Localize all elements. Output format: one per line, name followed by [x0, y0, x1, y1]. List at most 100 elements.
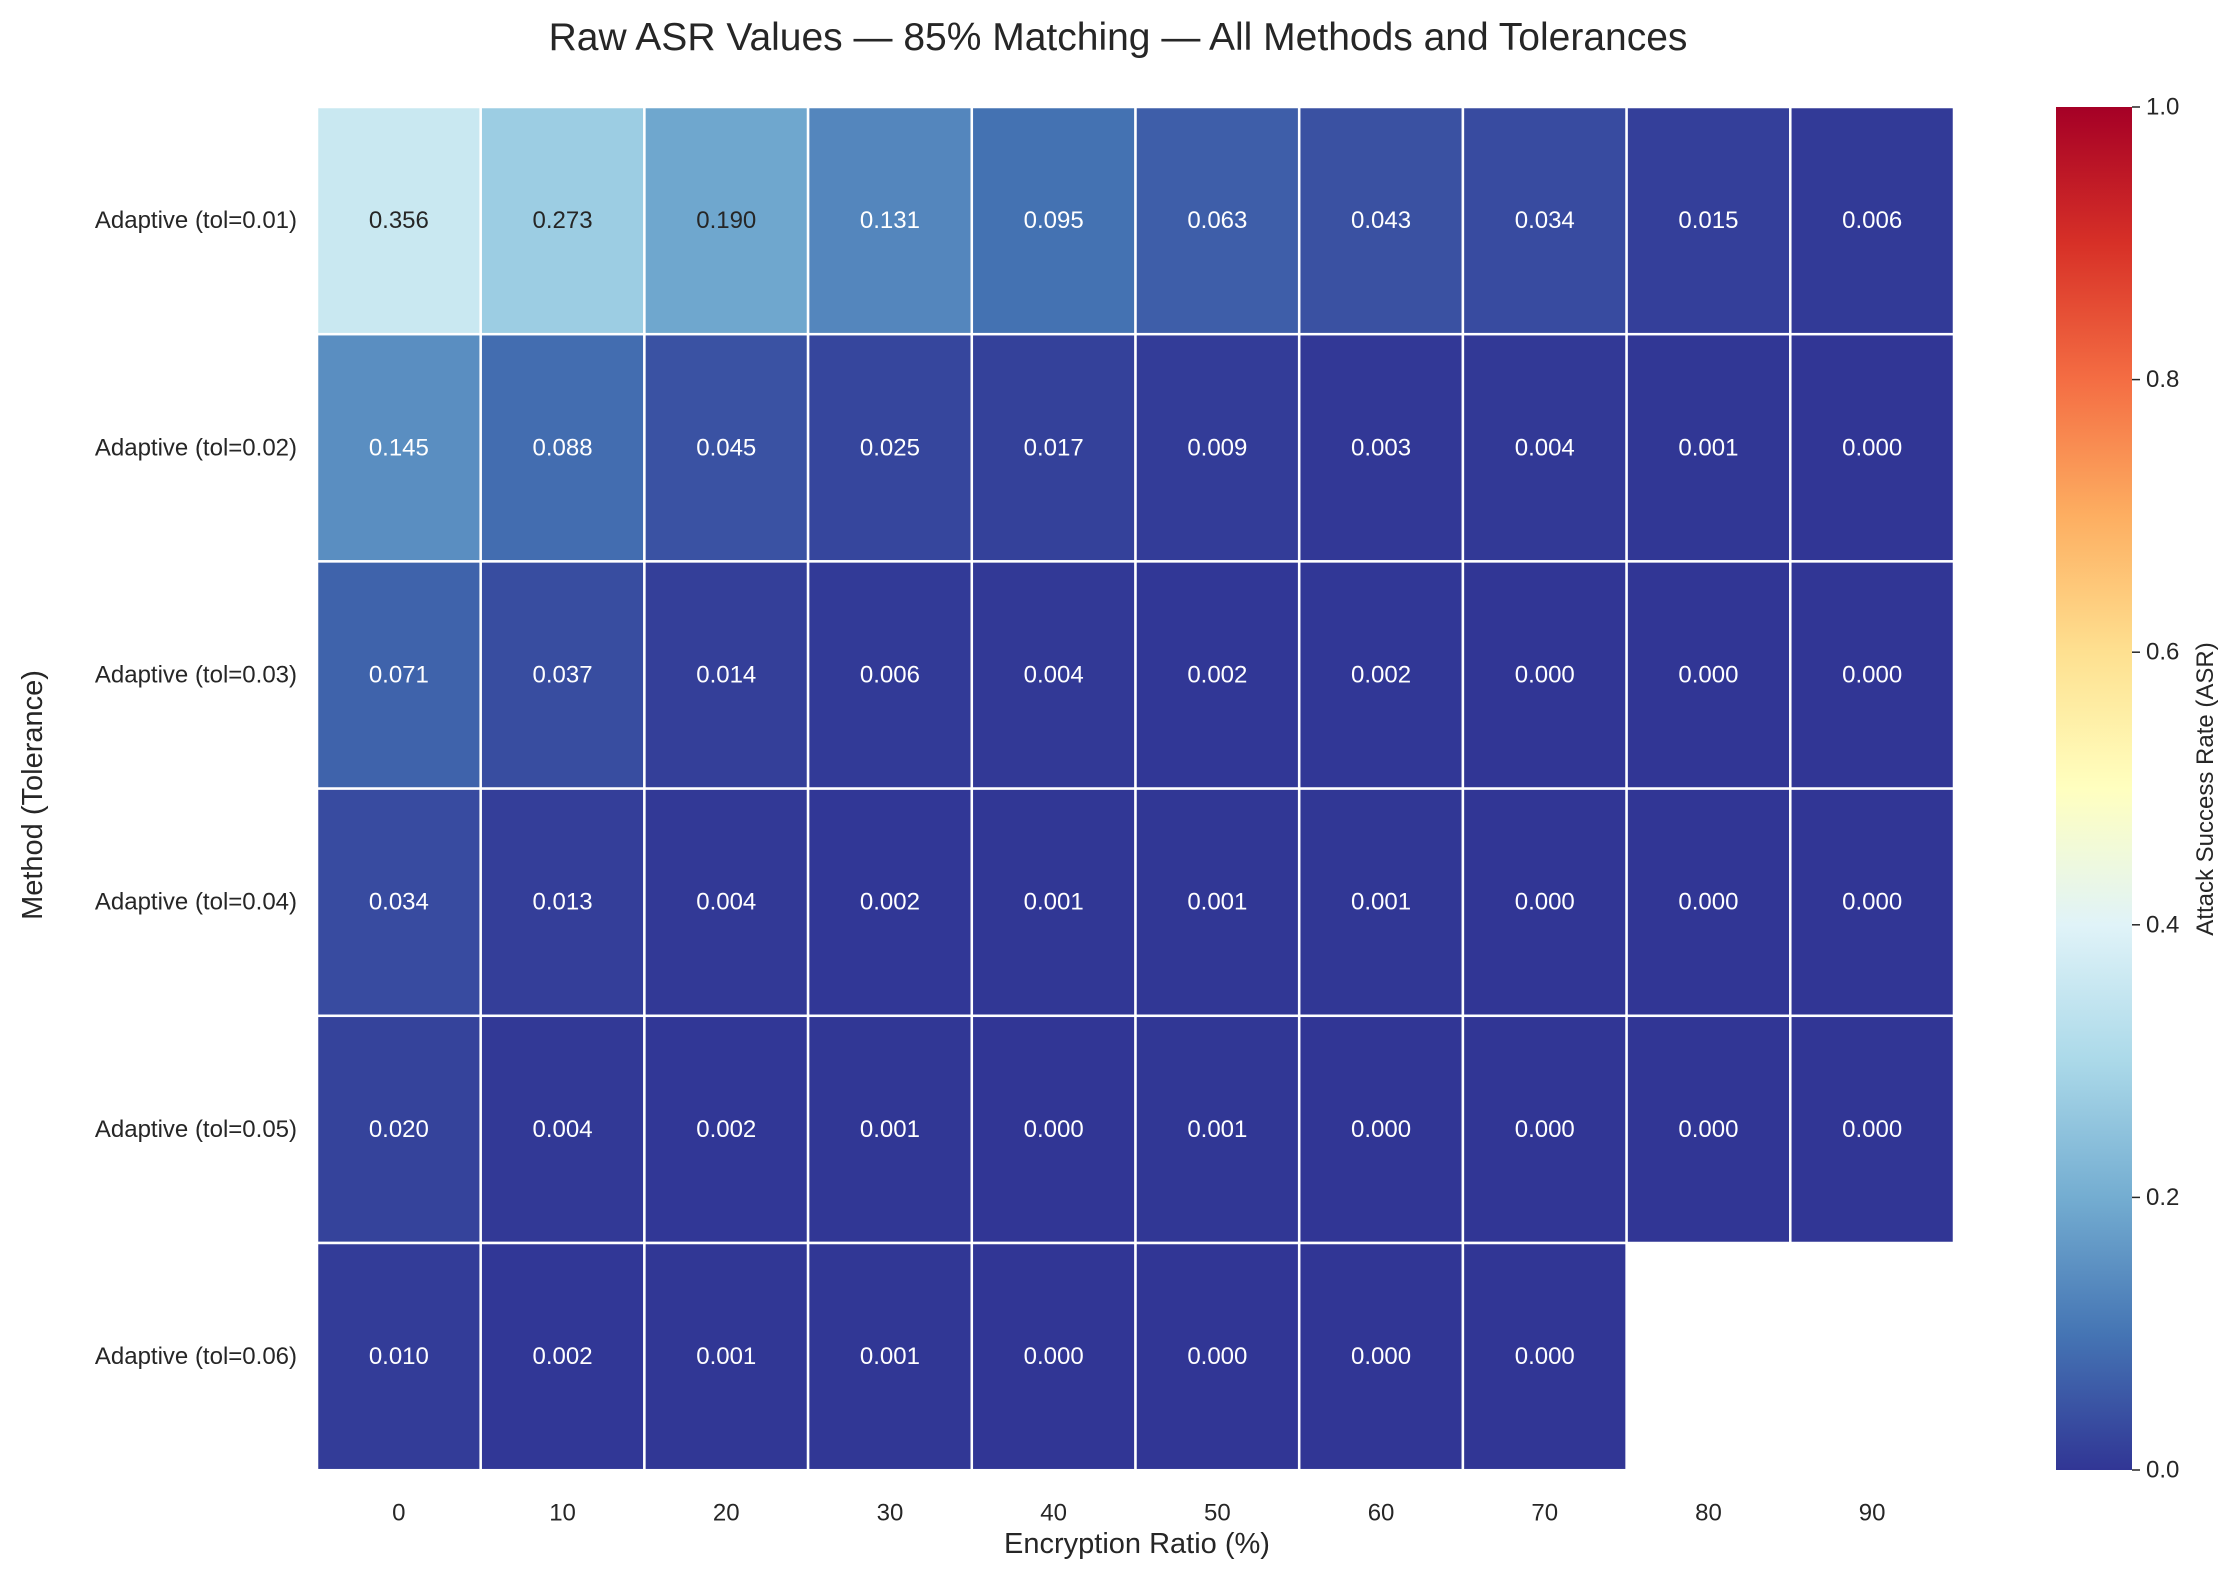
cell-value-label: 0.006 [860, 662, 920, 689]
heatmap-cell [1134, 1014, 1301, 1245]
heatmap-cell [806, 105, 974, 336]
cell-value-label: 0.000 [1678, 1116, 1738, 1143]
colorbar: 0.0 0.2 0.4 0.6 0.8 1.0 Attack Success Rate (… [2056, 94, 2219, 1484]
heatmap-cell [970, 105, 1137, 336]
x-tick-label: 0 [392, 1500, 405, 1527]
cell-value-label: 0.002 [1351, 662, 1411, 689]
heatmap-cell [643, 1014, 810, 1245]
heatmap-cell [1625, 560, 1792, 790]
x-tick-label: 10 [549, 1500, 576, 1527]
cell-value-label: 0.000 [1678, 889, 1738, 916]
heatmap-cell [315, 560, 482, 790]
heatmap-cell [315, 1241, 482, 1472]
cell-value-label: 0.001 [1678, 434, 1738, 461]
cell-value-label: 0.004 [1515, 434, 1575, 461]
cell-value-label: 0.000 [1842, 1116, 1902, 1143]
heatmap-cell [1789, 560, 1956, 790]
y-tick-label: Adaptive (tol=0.03) [95, 662, 297, 689]
heatmap-cell [643, 332, 810, 563]
heatmap-cell [479, 105, 646, 336]
x-tick-label: 90 [1859, 1500, 1886, 1527]
cell-value-label: 0.000 [1515, 1116, 1575, 1143]
x-tick-label: 80 [1695, 1500, 1722, 1527]
cell-value-label: 0.001 [1187, 1116, 1247, 1143]
heatmap-cell [315, 787, 482, 1018]
cell-value-label: 0.190 [696, 207, 756, 234]
y-tick-label: Adaptive (tol=0.05) [95, 1116, 297, 1143]
cell-value-label: 0.043 [1351, 207, 1411, 234]
cell-value-label: 0.095 [1024, 207, 1084, 234]
cell-value-label: 0.013 [533, 889, 593, 916]
heatmap-cell [1789, 787, 1956, 1018]
x-tick-labels: 0 10 20 30 40 50 60 70 80 90 [392, 1500, 1885, 1527]
cell-value-label: 0.000 [1515, 889, 1575, 916]
heatmap-cell [970, 787, 1137, 1018]
cell-value-label: 0.088 [533, 434, 593, 461]
cell-value-label: 0.000 [1515, 1343, 1575, 1370]
heatmap-cell [1297, 1241, 1465, 1472]
colorbar-tick-label: 0.2 [2146, 1184, 2179, 1211]
chart-title: Raw ASR Values — 85% Matching — All Meth… [549, 16, 1688, 59]
heatmap-cell [1789, 1014, 1956, 1245]
heatmap-cell [1625, 332, 1792, 563]
cell-value-label: 0.001 [696, 1343, 756, 1370]
cell-value-label: 0.000 [1842, 434, 1902, 461]
cell-value-label: 0.004 [696, 889, 756, 916]
cell-value-label: 0.002 [1187, 662, 1247, 689]
heatmap-cell [1134, 787, 1301, 1018]
colorbar-tick-label: 1.0 [2146, 94, 2179, 121]
heatmap-cell [1461, 105, 1628, 336]
cell-value-label: 0.000 [1678, 662, 1738, 689]
cell-value-label: 0.001 [860, 1343, 920, 1370]
heatmap-cells: 0.356 0.273 0.190 0.131 0.095 0.063 0.043 0.034… [315, 105, 1956, 1472]
cell-value-label: 0.020 [369, 1116, 429, 1143]
colorbar-tick-label: 0.8 [2146, 366, 2179, 393]
cell-value-label: 0.000 [1187, 1343, 1247, 1370]
heatmap-cell [1461, 1014, 1628, 1245]
heatmap-cell [643, 1241, 810, 1472]
cell-value-label: 0.000 [1024, 1343, 1084, 1370]
colorbar-tick-label: 0.0 [2146, 1457, 2179, 1484]
x-tick-label: 50 [1204, 1500, 1231, 1527]
heatmap-cell [1789, 105, 1956, 336]
heatmap-cell [1297, 560, 1465, 790]
heatmap-cell [1297, 787, 1465, 1018]
cell-value-label: 0.273 [533, 207, 593, 234]
x-tick-label: 40 [1040, 1500, 1067, 1527]
cell-value-label: 0.131 [860, 207, 920, 234]
heatmap-cell [1625, 1014, 1792, 1245]
x-axis-label: Encryption Ratio (%) [1004, 1528, 1270, 1560]
heatmap-cell [1134, 1241, 1301, 1472]
heatmap-cell [1297, 1014, 1465, 1245]
heatmap-cell [1625, 787, 1792, 1018]
colorbar-gradient [2056, 107, 2132, 1470]
cell-value-label: 0.004 [1024, 662, 1084, 689]
y-axis-label: Method (Tolerance) [17, 670, 49, 920]
y-tick-label: Adaptive (tol=0.06) [95, 1343, 297, 1370]
cell-value-label: 0.001 [860, 1116, 920, 1143]
y-tick-labels: Adaptive (tol=0.01) Adaptive (tol=0.02) Ad… [95, 207, 297, 1370]
cell-value-label: 0.002 [533, 1343, 593, 1370]
cell-value-label: 0.002 [860, 889, 920, 916]
cell-value-label: 0.034 [1515, 207, 1575, 234]
heatmap-cell [806, 332, 974, 563]
heatmap-cell [970, 1241, 1137, 1472]
cell-value-label: 0.000 [1515, 662, 1575, 689]
colorbar-tick-label: 0.6 [2146, 639, 2179, 666]
cell-value-label: 0.001 [1024, 889, 1084, 916]
heatmap-cell [1789, 332, 1956, 563]
y-tick-label: Adaptive (tol=0.01) [95, 207, 297, 234]
cell-value-label: 0.045 [696, 434, 756, 461]
cell-value-label: 0.000 [1842, 889, 1902, 916]
heatmap-cell [1134, 332, 1301, 563]
x-tick-label: 60 [1368, 1500, 1395, 1527]
heatmap-cell [806, 1241, 974, 1472]
heatmap-cell [479, 1014, 646, 1245]
heatmap-cell [1461, 787, 1628, 1018]
cell-value-label: 0.000 [1351, 1116, 1411, 1143]
x-tick-label: 70 [1531, 1500, 1558, 1527]
cell-value-label: 0.063 [1187, 207, 1247, 234]
cell-value-label: 0.356 [369, 207, 429, 234]
cell-value-label: 0.000 [1842, 662, 1902, 689]
colorbar-label: Attack Success Rate (ASR) [2192, 642, 2219, 935]
